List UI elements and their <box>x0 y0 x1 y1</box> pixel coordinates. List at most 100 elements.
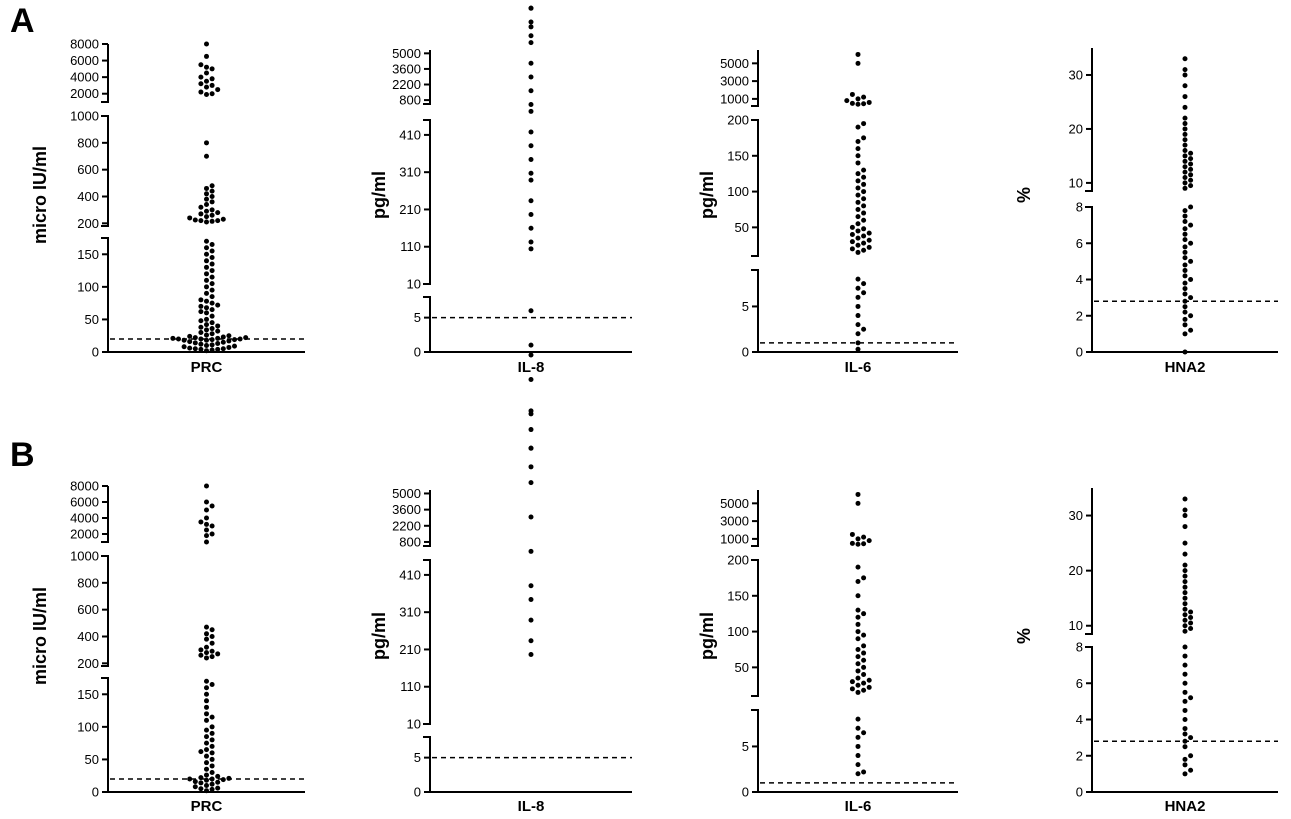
chart-b-prc: 0 50 100 150 200 400 600 800 1000 200040006000800… <box>30 479 305 815</box>
data-point <box>220 334 226 340</box>
data-point <box>198 89 204 95</box>
y-tick-label: 110 <box>400 679 421 694</box>
data-point <box>1182 309 1188 315</box>
data-point <box>198 324 204 330</box>
data-point <box>1182 121 1188 127</box>
data-point <box>1182 662 1188 668</box>
y-axis-label: pg/ml <box>369 612 389 660</box>
data-point <box>849 540 855 546</box>
data-point <box>204 711 209 717</box>
data-point <box>855 303 861 309</box>
y-tick-label: 3600 <box>392 61 421 76</box>
y-tick-label: 10 <box>407 277 421 292</box>
y-tick-label: 0 <box>414 785 421 800</box>
y-axis-label: pg/ml <box>697 612 717 660</box>
y-tick-label: 6 <box>1076 236 1083 251</box>
data-point <box>1182 671 1188 677</box>
y-tick-label: 6 <box>1076 676 1083 691</box>
data-point <box>849 531 855 537</box>
data-point <box>1188 625 1194 631</box>
data-point <box>204 78 209 84</box>
y-tick-label: 6000 <box>70 495 99 510</box>
data-point <box>855 743 861 749</box>
data-point <box>1182 262 1188 268</box>
y-tick-label: 8000 <box>70 37 99 52</box>
y-tick-label: 5000 <box>392 46 421 61</box>
data-point <box>204 251 209 257</box>
data-point <box>1188 609 1194 615</box>
data-point <box>170 335 176 341</box>
data-point <box>861 687 867 693</box>
data-point <box>1188 172 1194 178</box>
data-point <box>528 225 534 231</box>
data-point <box>861 226 867 232</box>
data-point <box>855 716 861 722</box>
y-tick-label: 1000 <box>70 549 99 564</box>
y-tick-label: 10 <box>407 717 421 732</box>
y-tick-label: 3600 <box>392 502 421 517</box>
data-point <box>204 238 209 244</box>
y-tick-label: 5000 <box>720 56 749 71</box>
data-point <box>849 239 855 245</box>
data-point <box>198 780 204 786</box>
data-point <box>204 185 209 191</box>
y-tick-label: 150 <box>727 148 749 163</box>
data-point <box>849 224 855 230</box>
y-tick-label: 410 <box>399 567 421 582</box>
data-point <box>528 308 534 314</box>
data-point <box>198 309 204 315</box>
data-point <box>209 188 215 194</box>
data-point <box>855 185 861 191</box>
data-point <box>204 219 209 225</box>
y-tick-label: 8 <box>1076 200 1083 215</box>
data-point <box>528 464 534 470</box>
data-point <box>198 62 204 68</box>
y-tick-label: 800 <box>77 575 99 590</box>
data-point <box>204 636 209 642</box>
data-point <box>220 777 226 783</box>
chart-a-il6: 0 5 50 100 150 200 1000 3000 5000 IL-6 pg/ml <box>697 50 958 376</box>
data-point <box>209 207 215 213</box>
data-point <box>1182 623 1188 629</box>
y-tick-label: 410 <box>399 127 421 142</box>
data-point <box>1182 219 1188 224</box>
data-point <box>204 290 209 296</box>
data-point <box>1182 175 1188 181</box>
y-axis-label: % <box>1014 187 1034 203</box>
data-point <box>204 788 209 794</box>
data-point <box>198 652 204 658</box>
data-point <box>861 650 867 656</box>
data-point <box>209 218 215 224</box>
data-point <box>1182 644 1188 650</box>
data-point <box>528 652 534 657</box>
data-point <box>861 326 867 332</box>
data-point <box>237 336 243 342</box>
data-point <box>866 230 872 236</box>
data-point <box>209 776 215 782</box>
data-point <box>1182 680 1188 686</box>
y-tick-label: 400 <box>77 189 99 204</box>
data-point <box>1182 231 1188 237</box>
data-point <box>528 583 534 589</box>
data-point <box>1182 590 1188 596</box>
data-point <box>198 204 204 210</box>
data-point <box>1182 513 1188 519</box>
data-point <box>1182 617 1188 623</box>
data-point <box>204 698 209 704</box>
y-tick-label: 100 <box>77 719 99 734</box>
data-point <box>181 344 187 350</box>
y-tick-label: 200 <box>727 113 749 128</box>
y-tick-label: 50 <box>85 752 99 767</box>
data-point <box>855 614 861 620</box>
chart-b-hna2: 0 2 4 6 8 10 20 30 HNA2% <box>1014 488 1278 815</box>
y-tick-label: 2000 <box>70 527 99 542</box>
data-point <box>187 215 193 221</box>
data-point <box>1182 226 1188 232</box>
data-point <box>1188 735 1194 741</box>
data-point <box>232 337 237 343</box>
data-point <box>528 108 534 114</box>
data-point <box>1182 507 1188 513</box>
data-point <box>855 313 861 319</box>
data-point <box>209 756 215 762</box>
y-tick-label: 2 <box>1076 748 1083 763</box>
